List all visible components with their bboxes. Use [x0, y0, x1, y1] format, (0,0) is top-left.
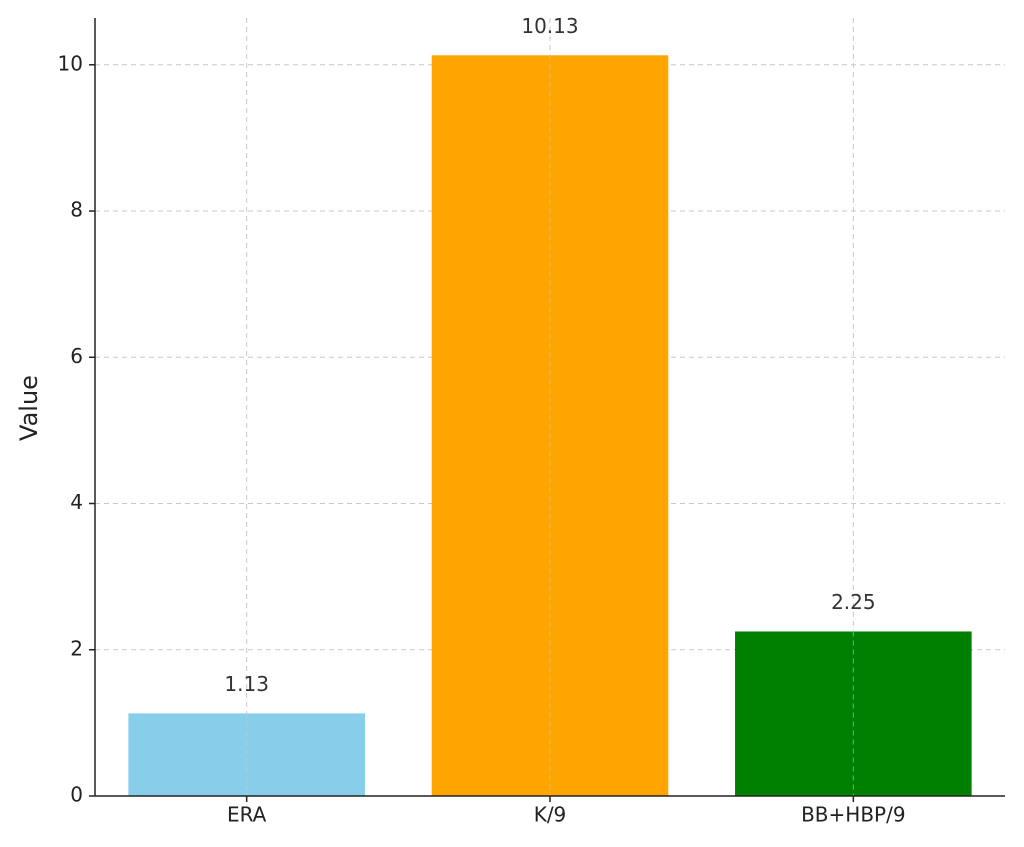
- y-tick-label: 4: [70, 490, 83, 514]
- y-tick-label: 8: [70, 198, 83, 222]
- y-tick-label: 2: [70, 636, 83, 660]
- y-axis-label: Value: [15, 375, 43, 441]
- x-tick-label: BB+HBP/9: [801, 803, 905, 827]
- y-tick-label: 6: [70, 344, 83, 368]
- y-tick-label: 10: [58, 51, 83, 75]
- x-tick-label: K/9: [534, 803, 567, 827]
- data-label: 1.13: [224, 672, 269, 696]
- x-tick-label: ERA: [227, 803, 267, 827]
- data-label: 10.13: [521, 14, 578, 38]
- data-label: 2.25: [831, 590, 876, 614]
- y-tick-label: 0: [70, 783, 83, 807]
